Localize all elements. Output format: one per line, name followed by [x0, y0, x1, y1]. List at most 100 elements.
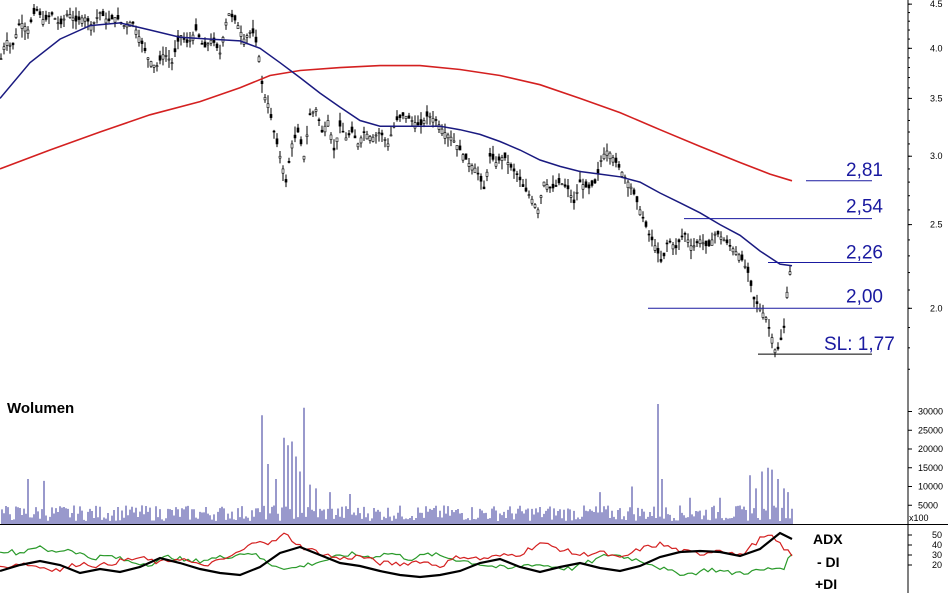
candle-body	[92, 21, 96, 24]
candle-body	[530, 198, 534, 204]
candle-body	[386, 143, 390, 147]
candle-body	[632, 189, 636, 195]
candle-body	[71, 17, 75, 21]
candle-body	[149, 61, 153, 67]
candle-body	[56, 22, 60, 25]
candle-body	[257, 56, 261, 62]
candle-body	[431, 118, 435, 123]
candle-body	[551, 183, 555, 189]
candle-body	[131, 21, 135, 24]
candle-body	[716, 230, 720, 235]
candle-body	[173, 48, 177, 53]
candle-body	[539, 195, 543, 198]
candle-body	[545, 184, 549, 190]
candle-body	[413, 122, 417, 129]
candle-body	[218, 52, 222, 55]
candle-body	[254, 36, 258, 43]
candle-body	[494, 162, 498, 167]
candle-body	[329, 134, 333, 140]
candle-body	[764, 317, 768, 320]
candle-body	[521, 184, 525, 187]
candle-body	[605, 150, 609, 156]
candle-body	[326, 120, 330, 127]
candle-body	[767, 327, 771, 329]
candle-body	[629, 186, 633, 190]
candle-body	[230, 13, 234, 18]
candle-body	[86, 18, 90, 22]
candle-body	[491, 153, 495, 160]
candle-body	[110, 15, 114, 20]
price-tick-label: 4.0	[930, 43, 943, 53]
candle-body	[515, 173, 519, 175]
candle-body	[596, 169, 600, 174]
volume-tick-label: 15000	[918, 463, 943, 473]
candle-body	[182, 38, 186, 40]
candle-body	[176, 35, 180, 42]
candle-body	[674, 245, 678, 249]
candle-body	[509, 164, 513, 168]
candle-body	[152, 64, 156, 68]
candle-body	[572, 199, 576, 204]
candle-body	[560, 183, 564, 186]
candle-body	[461, 154, 465, 161]
candle-body	[59, 18, 63, 25]
candle-body	[272, 130, 276, 133]
candle-body	[617, 164, 621, 168]
candle-body	[389, 134, 393, 137]
minus-di-line	[0, 532, 793, 573]
candle-body	[50, 12, 54, 15]
candle-body	[626, 181, 630, 189]
candle-body	[38, 11, 42, 16]
candle-body	[284, 179, 288, 183]
candle-body	[320, 129, 324, 133]
candle-body	[422, 120, 426, 124]
candle-body	[662, 252, 666, 257]
candle-body	[311, 111, 315, 114]
candle-body	[785, 291, 789, 298]
candle-body	[308, 113, 312, 116]
candle-body	[167, 58, 171, 61]
candle-body	[356, 143, 360, 148]
candle-body	[500, 157, 504, 161]
candle-body	[650, 236, 654, 241]
candle-body	[614, 157, 618, 163]
candle-body	[281, 168, 285, 174]
candle-body	[548, 186, 552, 189]
candle-body	[200, 43, 204, 45]
candle-body	[638, 209, 642, 216]
candle-body	[686, 239, 690, 243]
candle-body	[188, 39, 192, 42]
candle-body	[362, 131, 366, 133]
candle-body	[341, 130, 345, 133]
candle-body	[557, 178, 561, 184]
candle-body	[692, 245, 696, 248]
candle-body	[407, 115, 411, 119]
candle-body	[428, 115, 432, 118]
level-label: 2,26	[846, 242, 883, 263]
candle-body	[533, 204, 537, 208]
candle-body	[512, 168, 516, 172]
candle-body	[278, 155, 282, 159]
indicator-label: +DI	[815, 576, 837, 592]
candle-body	[233, 15, 237, 21]
ma-long-line	[0, 64, 793, 182]
candle-body	[44, 14, 48, 20]
volume-multiplier: x100	[909, 513, 929, 523]
candle-body	[107, 18, 111, 21]
candle-body	[398, 114, 402, 118]
candle-body	[62, 18, 66, 21]
candle-body	[587, 184, 591, 189]
candle-body	[404, 115, 408, 119]
candle-body	[419, 119, 423, 126]
candle-body	[584, 181, 588, 188]
candle-body	[581, 184, 585, 190]
indicator-label: ADX	[813, 531, 843, 547]
candle-body	[395, 116, 399, 121]
level-label: 2,81	[846, 160, 883, 181]
volume-tick-label: 20000	[918, 444, 943, 454]
candle-body	[194, 24, 198, 31]
candle-body	[707, 240, 711, 247]
candle-body	[665, 242, 669, 245]
candle-body	[476, 172, 480, 175]
candle-body	[641, 216, 645, 219]
